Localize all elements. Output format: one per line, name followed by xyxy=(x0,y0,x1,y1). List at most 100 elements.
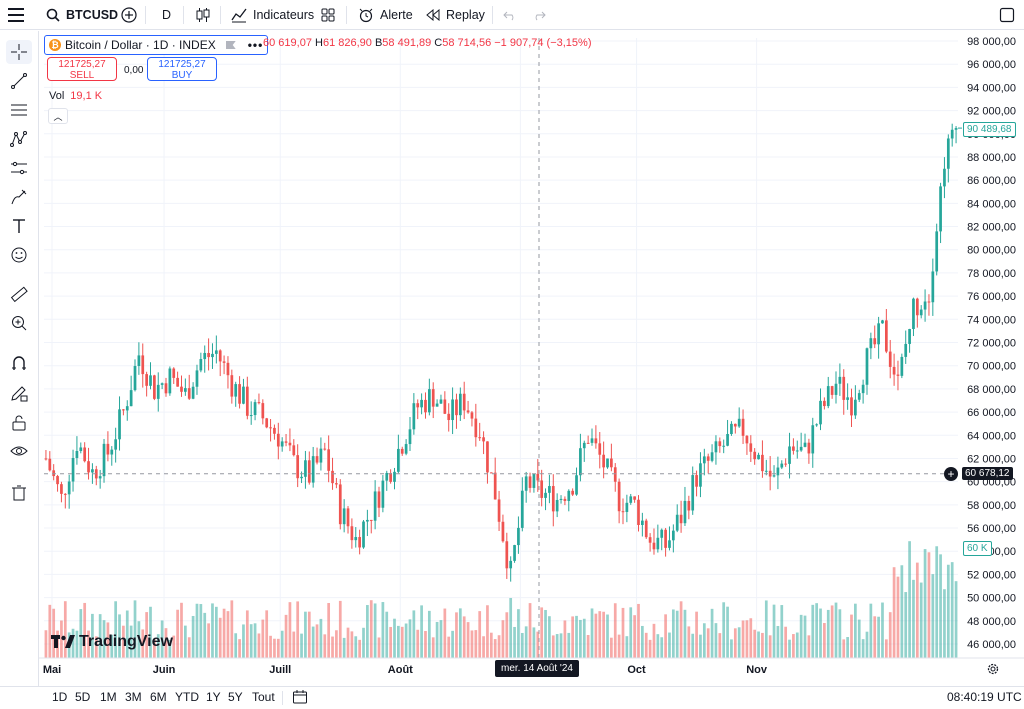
volume-bar xyxy=(226,611,230,658)
price-label: 58 000,00 xyxy=(967,500,1016,512)
range-3m[interactable]: 3M xyxy=(125,690,142,704)
volume-bar xyxy=(656,634,660,658)
measure-tool[interactable] xyxy=(6,282,32,306)
range-5d[interactable]: 5D xyxy=(75,690,91,704)
volume-bar xyxy=(75,630,79,658)
candle-body xyxy=(904,343,908,357)
candle-body xyxy=(389,472,392,482)
lock-drawing-tool[interactable] xyxy=(6,381,32,405)
range-all[interactable]: Tout xyxy=(252,690,275,704)
candle-body xyxy=(943,168,946,187)
volume-bar xyxy=(555,634,559,658)
price-label: 92 000,00 xyxy=(967,106,1016,118)
candle-body xyxy=(923,301,927,310)
redo-button[interactable] xyxy=(532,0,546,30)
volume-bar xyxy=(269,635,272,658)
clock[interactable]: 08:40:19 UTC xyxy=(947,690,1022,704)
layouts-button[interactable] xyxy=(321,0,335,30)
flag-icon[interactable] xyxy=(225,41,236,49)
drawing-toolbar xyxy=(0,31,39,686)
candle-body xyxy=(149,375,152,386)
candle-body xyxy=(857,393,861,400)
visibility-tool[interactable] xyxy=(6,439,32,463)
indicators-button[interactable]: Indicateurs xyxy=(231,0,314,30)
brush-tool[interactable] xyxy=(6,185,32,209)
volume-bar xyxy=(265,610,269,658)
candle-body xyxy=(75,451,79,458)
zoom-tool[interactable] xyxy=(6,311,32,335)
emoji-tool[interactable] xyxy=(6,243,32,267)
volume-bar xyxy=(280,630,284,658)
volume-bar xyxy=(315,624,319,658)
volume-bar xyxy=(400,626,404,658)
undo-button[interactable] xyxy=(503,0,517,30)
magnet-tool[interactable] xyxy=(6,351,32,375)
replay-button[interactable]: Replay xyxy=(426,0,485,30)
volume-bar xyxy=(861,639,865,658)
compare-button[interactable] xyxy=(121,0,137,30)
volume-bar xyxy=(214,606,218,658)
volume-bar xyxy=(129,625,133,658)
volume-bar xyxy=(122,625,125,658)
volume-bar xyxy=(106,622,110,658)
volume-bar xyxy=(896,576,900,658)
fullscreen-button[interactable] xyxy=(999,0,1015,30)
range-1y[interactable]: 1Y xyxy=(206,690,221,704)
buy-button[interactable]: 121725,27 BUY xyxy=(147,57,217,81)
symbol-search[interactable]: BTCUSD xyxy=(46,0,118,30)
range-1m[interactable]: 1M xyxy=(100,690,117,704)
chart-overlays xyxy=(39,38,1024,659)
volume-bar xyxy=(788,639,791,658)
alert-button[interactable]: Alerte xyxy=(358,0,413,30)
sell-button[interactable]: 121725,27 SELL xyxy=(47,57,117,81)
fib-tool[interactable] xyxy=(6,98,32,122)
volume-bar xyxy=(168,639,172,658)
chevron-up-icon: ︿ xyxy=(53,111,63,122)
time-label: Août xyxy=(388,664,413,676)
candle-body xyxy=(524,476,528,491)
volume-legend[interactable]: Vol 19,1 K xyxy=(49,90,102,102)
candle-body xyxy=(954,128,958,130)
volume-bar xyxy=(211,603,214,658)
menu-button[interactable] xyxy=(8,0,26,30)
candle-body xyxy=(129,390,133,407)
more-icon[interactable]: ••• xyxy=(247,38,264,52)
candle-body xyxy=(896,374,900,376)
volume-bar xyxy=(203,612,207,658)
goto-date-button[interactable] xyxy=(292,689,308,708)
candle-body xyxy=(280,441,284,447)
candle-body xyxy=(362,521,365,548)
pattern-tool[interactable] xyxy=(6,127,32,151)
range-6m[interactable]: 6M xyxy=(150,690,167,704)
candle-body xyxy=(249,415,253,417)
symbol-legend[interactable]: ₿ Bitcoin / Dollar · 1D · INDEX ••• xyxy=(44,35,269,55)
remove-drawings-tool[interactable] xyxy=(6,481,32,505)
forecast-tool[interactable] xyxy=(6,156,32,180)
candle-body xyxy=(722,445,726,447)
volume-bar xyxy=(156,634,160,658)
candle-body xyxy=(741,418,745,436)
chart-type-button[interactable] xyxy=(196,0,210,30)
volume-bar xyxy=(296,601,300,658)
candle-body xyxy=(625,502,629,512)
trend-line-tool[interactable] xyxy=(6,69,32,93)
range-ytd[interactable]: YTD xyxy=(175,690,199,704)
candle-body xyxy=(94,469,98,479)
lock-tool[interactable] xyxy=(6,411,32,435)
candle-body xyxy=(826,386,830,407)
candle-body xyxy=(544,492,547,498)
candle-body xyxy=(520,490,524,528)
candle-body xyxy=(699,463,702,487)
axis-settings-button[interactable] xyxy=(986,662,1000,681)
volume-bar xyxy=(369,600,373,658)
range-1d[interactable]: 1D xyxy=(52,690,68,704)
range-5y[interactable]: 5Y xyxy=(228,690,243,704)
add-alert-icon[interactable]: + xyxy=(944,467,958,481)
time-label: Mai xyxy=(43,664,61,676)
text-tool[interactable] xyxy=(6,214,32,238)
crosshair-tool[interactable] xyxy=(6,40,32,64)
collapse-legend-button[interactable]: ︿ xyxy=(48,108,68,124)
interval-button[interactable]: D xyxy=(162,0,171,30)
candle-body xyxy=(641,520,644,526)
